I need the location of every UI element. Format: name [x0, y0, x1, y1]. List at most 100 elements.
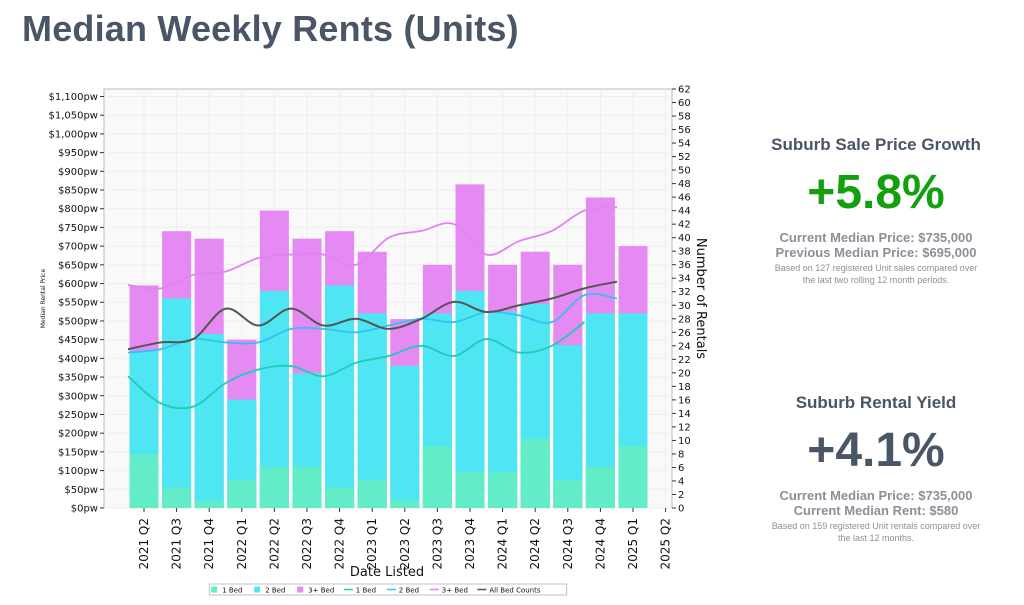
y-right-tick-label: 8 [678, 449, 684, 460]
y-right-tick-label: 14 [678, 409, 691, 420]
y-right-tick-label: 62 [678, 85, 691, 96]
bar-2-bed [194, 334, 224, 508]
x-tick-label: 2023 Q4 [463, 518, 477, 569]
sale-growth-value: +5.8% [807, 166, 945, 219]
x-tick-label: 2025 Q1 [626, 518, 640, 569]
y-right-tick-label: 10 [678, 436, 691, 447]
x-tick-label: 2021 Q2 [137, 518, 151, 569]
x-tick-label: 2021 Q3 [170, 518, 184, 569]
yield-current-price: Current Median Price: $735,000 [779, 488, 973, 503]
x-tick-label: 2022 Q4 [333, 518, 347, 569]
x-tick-label: 2024 Q1 [496, 518, 510, 569]
y-left-tick-label: $650pw [58, 260, 98, 271]
yield-note-1: Based on 159 registered Unit rentals com… [771, 521, 981, 531]
legend-label: 3+ Bed [442, 587, 468, 595]
y-right-tick-label: 46 [678, 193, 691, 204]
y-right-tick-label: 4 [678, 476, 684, 487]
y-right-tick-label: 56 [678, 125, 691, 136]
y-left-tick-label: $250pw [58, 410, 98, 421]
line-3plus-bed [127, 206, 618, 290]
x-tick-label: 2025 Q2 [659, 518, 673, 569]
y-left-tick-label: $350pw [58, 373, 98, 384]
sale-note-1: Based on 127 registered Unit sales compa… [774, 263, 978, 273]
legend: 1 Bed 2 Bed 3+ Bed 1 Bed 2 Bed 3+ Bed All Bed … [208, 583, 568, 596]
y-left-tick-label: $500pw [58, 316, 98, 327]
sale-note-2: the last two rolling 12 month periods. [802, 275, 950, 285]
x-tick-label: 2021 Q4 [202, 518, 216, 569]
sale-previous-price: Previous Median Price: $695,000 [775, 245, 977, 260]
bar-1-bed [618, 446, 648, 508]
bar-1-bed [455, 472, 485, 508]
y-left-tick-label: $1,100pw [48, 92, 98, 103]
legend-label: 1 Bed [356, 587, 376, 595]
y-left-tick-label: $600pw [58, 279, 98, 290]
x-tick-label: 2023 Q2 [398, 518, 412, 569]
y-left-axis-title: Median Rental Price [40, 269, 47, 329]
rental-yield-title: Suburb Rental Yield [795, 393, 957, 412]
y-right-axis-title: Number of Rentals [693, 238, 708, 359]
y-right-tick-label: 40 [678, 233, 691, 244]
x-tick-label: 2022 Q3 [300, 518, 314, 569]
legend-label: 3+ Bed [308, 587, 334, 595]
y-left-tick-label: $300pw [58, 391, 98, 402]
x-tick-label: 2024 Q3 [561, 518, 575, 569]
y-left-tick-label: $950pw [58, 148, 98, 159]
x-tick-label: 2024 Q4 [593, 518, 607, 569]
y-left-tick-label: $450pw [58, 335, 98, 346]
bar-2-bed [357, 313, 387, 508]
y-right-tick-label: 12 [678, 422, 691, 433]
sale-growth-title: Suburb Sale Price Growth [771, 135, 981, 154]
y-right-tick-label: 50 [678, 166, 691, 177]
bar-1-bed [488, 472, 518, 508]
x-tick-label: 2024 Q2 [528, 518, 542, 569]
y-right-tick-label: 24 [678, 341, 691, 352]
line-2-bed [127, 293, 618, 354]
y-right-tick-label: 26 [678, 328, 691, 339]
x-axis-title: Date Listed [350, 565, 424, 580]
legend-swatch [254, 586, 261, 593]
y-right-tick-label: 48 [678, 179, 691, 190]
bar-1-bed [422, 446, 452, 508]
bar-2-bed [390, 365, 420, 508]
y-right-tick-label: 18 [678, 382, 691, 393]
yield-current-rent: Current Median Rent: $580 [793, 503, 959, 518]
y-left-tick-label: $1,050pw [48, 111, 98, 122]
y-right-tick-label: 22 [678, 355, 691, 366]
y-left-tick-label: $900pw [58, 167, 98, 178]
bar-1-bed [325, 487, 355, 508]
y-right-tick-label: 30 [678, 301, 691, 312]
y-left-tick-label: $700pw [58, 242, 98, 253]
y-right-tick-label: 6 [678, 463, 684, 474]
sale-current-price: Current Median Price: $735,000 [779, 230, 973, 245]
y-left-tick-label: $850pw [58, 186, 98, 197]
y-right-tick-label: 0 [678, 504, 684, 515]
y-right-tick-label: 60 [678, 98, 691, 109]
bar-1-bed [553, 479, 583, 508]
bar-1-bed [390, 500, 420, 508]
y-right-tick-label: 58 [678, 112, 691, 123]
legend-swatch [297, 586, 304, 593]
y-left-tick-label: $750pw [58, 223, 98, 234]
y-right-tick-label: 38 [678, 247, 691, 258]
bar-1-bed [162, 487, 192, 508]
rental-yield-panel: Suburb Rental Yield +4.1% Current Median… [746, 393, 1006, 544]
y-left-tick-label: $400pw [58, 354, 98, 365]
y-left-tick-label: $100pw [58, 466, 98, 477]
bar-1-bed [227, 479, 257, 508]
bar-1-bed [292, 466, 322, 508]
line-all-bed-counts [127, 280, 618, 351]
y-left-tick-label: $800pw [58, 204, 98, 215]
bar-1-bed [194, 500, 224, 508]
y-right-tick-label: 54 [678, 139, 691, 150]
y-left-tick-label: $550pw [58, 298, 98, 309]
legend-label: 2 Bed [265, 587, 285, 595]
y-right-tick-label: 32 [678, 287, 691, 298]
bar-1-bed [259, 466, 289, 508]
legend-swatch [211, 586, 218, 593]
x-tick-label: 2023 Q3 [430, 518, 444, 569]
y-left-tick-label: $150pw [58, 447, 98, 458]
page-title: Median Weekly Rents (Units) [22, 8, 519, 49]
y-right-tick-label: 34 [678, 274, 691, 285]
y-left-tick-label: $200pw [58, 429, 98, 440]
x-tick-label: 2022 Q1 [235, 518, 249, 569]
